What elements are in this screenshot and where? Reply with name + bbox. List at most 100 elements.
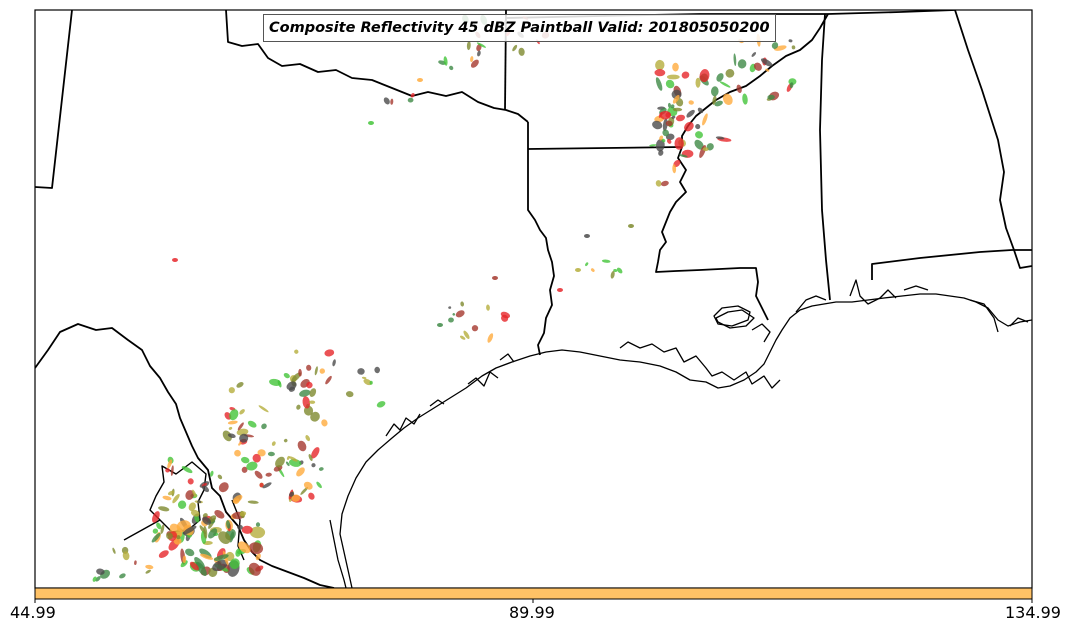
reflectivity-blob xyxy=(172,493,180,504)
colorbar-tick-label-mid: 89.99 xyxy=(509,603,555,622)
reflectivity-blob xyxy=(733,53,737,67)
reflectivity-blob xyxy=(238,541,251,554)
reflectivity-blob xyxy=(654,69,666,77)
reflectivity-blob xyxy=(671,115,676,119)
reflectivity-blob xyxy=(585,262,589,267)
reflectivity-blob xyxy=(255,553,261,561)
reflectivity-blob xyxy=(659,135,664,141)
reflectivity-blob xyxy=(463,330,470,339)
reflectivity-blob xyxy=(236,381,244,388)
reflectivity-blob xyxy=(719,81,731,88)
reflectivity-blob xyxy=(203,526,208,539)
reflectivity-blob xyxy=(185,490,195,500)
reflectivity-blob xyxy=(218,482,229,493)
coastline xyxy=(329,279,1032,588)
fl-coast xyxy=(969,299,1029,333)
reflectivity-blob xyxy=(254,470,263,479)
reflectivity-blob xyxy=(670,104,675,109)
reflectivity-blob xyxy=(695,131,703,139)
reflectivity-blob xyxy=(165,468,170,473)
reflectivity-blob xyxy=(590,268,595,272)
reflectivity-blob xyxy=(218,531,231,544)
reflectivity-blob xyxy=(667,102,672,109)
state-borders xyxy=(35,10,1032,588)
reflectivity-blob xyxy=(239,511,247,517)
tx-bays xyxy=(385,353,515,437)
reflectivity-blob xyxy=(471,325,479,332)
reflectivity-blob xyxy=(410,93,415,98)
reflectivity-blob xyxy=(248,562,261,576)
rio-grande xyxy=(35,323,335,588)
fl-border xyxy=(871,249,1032,280)
reflectivity-blob xyxy=(500,311,511,319)
reflectivity-blob xyxy=(736,84,742,94)
reflectivity-blob xyxy=(192,489,197,498)
reflectivity-blob xyxy=(486,304,490,311)
reflectivity-blob xyxy=(476,42,486,48)
reflectivity-blob xyxy=(196,561,207,576)
reflectivity-blob xyxy=(672,164,677,174)
reflectivity-blob xyxy=(294,349,299,354)
reflectivity-blob xyxy=(239,433,249,443)
reflectivity-blob xyxy=(167,490,175,496)
reflectivity-blob xyxy=(259,482,264,488)
reflectivity-speck xyxy=(172,258,178,262)
reflectivity-blob xyxy=(737,59,747,69)
reflectivity-blob xyxy=(376,401,386,408)
reflectivity-blob xyxy=(661,138,666,143)
reflectivity-blob xyxy=(158,506,170,512)
reflectivity-blob xyxy=(226,520,231,529)
reflectivity-blob xyxy=(649,144,657,147)
reflectivity-blob xyxy=(182,525,197,535)
colorbar-tick-label-max: 134.99 xyxy=(1005,603,1061,622)
reflectivity-blob xyxy=(239,409,245,415)
reflectivity-blob xyxy=(269,378,281,386)
reflectivity-blob xyxy=(716,73,724,82)
reflectivity-blob xyxy=(325,375,332,385)
reflectivity-blob xyxy=(681,71,690,79)
reflectivity-blob xyxy=(760,58,773,67)
reflectivity-blob xyxy=(257,449,266,457)
reflectivity-blob xyxy=(448,317,454,323)
reflectivity-blob xyxy=(712,95,717,105)
reflectivity-blob xyxy=(236,428,249,436)
reflectivity-blob xyxy=(235,548,242,557)
reflectivity-blob xyxy=(286,461,290,467)
reflectivity-blob xyxy=(300,486,309,495)
colorbar-tick-label-min: 44.99 xyxy=(10,603,56,622)
reflectivity-blob xyxy=(283,372,290,379)
reflectivity-blob xyxy=(134,560,137,565)
reflectivity-blob xyxy=(286,381,297,391)
reflectivity-blob xyxy=(296,404,301,410)
reflectivity-blob xyxy=(452,313,456,316)
reflectivity-blob xyxy=(742,93,748,105)
reflectivity-blob xyxy=(383,97,390,105)
reflectivity-blob xyxy=(714,100,723,107)
reflectivity-blob xyxy=(185,548,195,557)
gulf-coast-tx xyxy=(339,293,1032,588)
reflectivity-speck xyxy=(584,234,590,238)
reflectivity-speck xyxy=(417,78,423,82)
reflectivity-blob xyxy=(289,491,295,497)
reflectivity-blob xyxy=(166,532,173,540)
reflectivity-blob xyxy=(610,270,615,279)
reflectivity-blob xyxy=(229,558,240,570)
reflectivity-blob xyxy=(686,109,695,118)
reflectivity-blob xyxy=(753,62,762,71)
reflectivity-blob xyxy=(695,77,701,88)
reflectivity-blob xyxy=(170,465,174,476)
reflectivity-blob xyxy=(302,396,311,409)
reflectivity-blob xyxy=(487,333,494,343)
reflectivity-blob xyxy=(601,259,611,263)
reflectivity-blob xyxy=(252,453,261,463)
reflectivity-blob xyxy=(665,112,672,118)
tx-east-border xyxy=(527,122,555,356)
reflectivity-blob xyxy=(791,45,796,50)
colorbar xyxy=(34,587,1033,600)
reflectivity-blob xyxy=(324,349,335,357)
reflectivity-blob xyxy=(95,576,101,582)
reflectivity-blob xyxy=(679,154,688,158)
mississippi-river xyxy=(655,13,829,321)
reflectivity-blob xyxy=(788,39,793,43)
